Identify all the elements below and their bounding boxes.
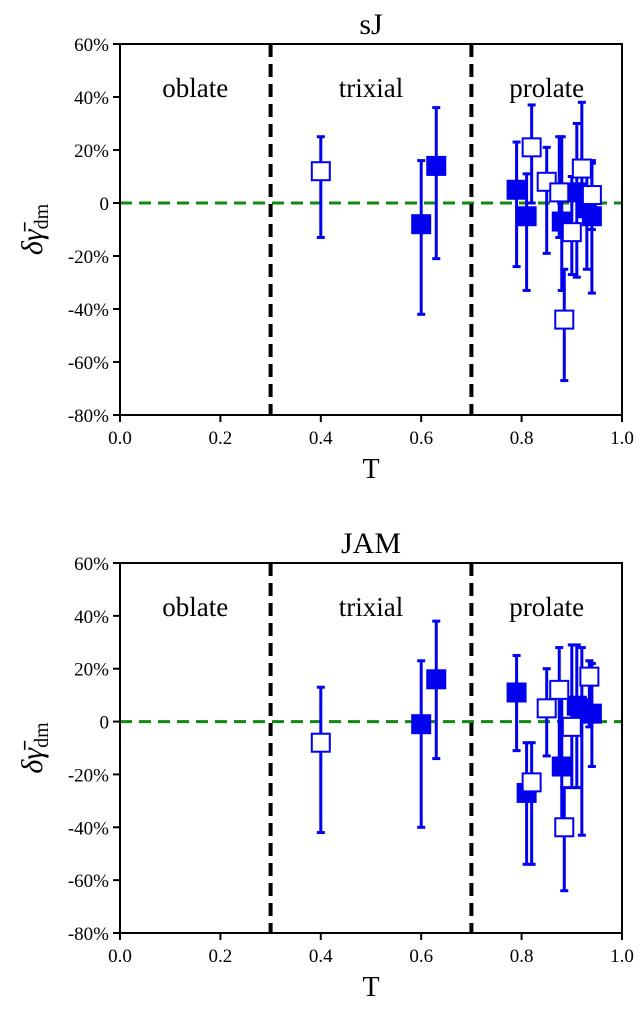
y-tick-label: -60% xyxy=(68,871,109,892)
x-tick-label: 0.2 xyxy=(209,946,233,967)
y-tick-label: -40% xyxy=(68,818,109,839)
y-tick-label: 0 xyxy=(100,194,110,215)
data-point-filled xyxy=(506,179,527,200)
x-axis-label: T xyxy=(362,454,379,485)
data-point-open xyxy=(521,137,542,158)
data-point-open xyxy=(310,732,331,753)
plot-frame xyxy=(119,562,623,934)
region-label: prolate xyxy=(509,73,584,103)
x-tick-label: 0.6 xyxy=(409,428,433,449)
plot-frame xyxy=(119,43,623,416)
x-tick-label: 1.0 xyxy=(610,428,634,449)
data-point-open xyxy=(536,698,557,719)
x-tick-label: 0.4 xyxy=(309,946,333,967)
y-axis-label: δγ̄dm xyxy=(16,722,53,774)
data-point-filled xyxy=(411,214,432,235)
region-label: trixial xyxy=(339,73,403,103)
y-tick-label: -80% xyxy=(68,924,109,945)
data-point-open xyxy=(549,182,570,203)
data-point-open xyxy=(549,679,570,700)
y-axis-label-subscript: dm xyxy=(31,722,53,748)
y-tick-label: 40% xyxy=(74,607,109,628)
x-tick-label: 1.0 xyxy=(610,946,634,967)
y-tick-label: 60% xyxy=(74,35,109,56)
data-point-open xyxy=(310,161,331,182)
y-tick-label: -60% xyxy=(68,353,109,374)
data-point-filled xyxy=(426,155,447,176)
data-point-filled xyxy=(516,206,537,227)
y-tick-label: 20% xyxy=(74,141,109,162)
data-point-open xyxy=(554,817,575,838)
panel-jam: JAM oblate trixial prolate 60% 40% 20% 0 -20% -40… xyxy=(16,527,634,1003)
data-point-filled xyxy=(506,682,527,703)
y-tick-label: -80% xyxy=(68,406,109,427)
x-tick-label: 0.0 xyxy=(108,428,132,449)
y-tick-label: -20% xyxy=(68,247,109,268)
y-axis-label: δγ̄dm xyxy=(16,203,53,255)
y-tick-label: 40% xyxy=(74,88,109,109)
panel-sj: sJ oblate trixial prolate 60% 40% 20% 0 -20% -40%… xyxy=(16,8,634,485)
data-point-open xyxy=(581,185,602,206)
data-point-open xyxy=(571,158,592,179)
region-label: trixial xyxy=(339,592,403,622)
region-label: prolate xyxy=(509,592,584,622)
y-tick-label: 0 xyxy=(100,713,110,734)
data-point-open xyxy=(561,716,582,737)
data-point-filled xyxy=(411,714,432,735)
x-tick-label: 0.2 xyxy=(209,428,233,449)
data-point-open xyxy=(561,222,582,243)
x-tick-label: 0.6 xyxy=(409,946,433,967)
y-tick-label: 20% xyxy=(74,660,109,681)
chart-title: sJ xyxy=(359,8,383,41)
y-tick-label: -40% xyxy=(68,300,109,321)
data-point-filled xyxy=(581,206,602,227)
data-point-open xyxy=(554,309,575,330)
x-tick-label: 0.0 xyxy=(108,946,132,967)
data-point-filled xyxy=(581,703,602,724)
data-point-open xyxy=(521,772,542,793)
data-point-open xyxy=(579,666,600,687)
y-tick-label: 60% xyxy=(74,554,109,575)
data-point-filled xyxy=(551,756,572,777)
chart-title: JAM xyxy=(341,527,401,560)
y-tick-label: -20% xyxy=(68,765,109,786)
x-tick-label: 0.8 xyxy=(510,428,534,449)
x-tick-label: 0.8 xyxy=(510,946,534,967)
region-label: oblate xyxy=(162,592,228,622)
data-point-filled xyxy=(426,669,447,690)
y-axis-label-subscript: dm xyxy=(31,203,53,229)
x-axis-label: T xyxy=(362,972,379,1003)
region-label: oblate xyxy=(162,73,228,103)
x-tick-label: 0.4 xyxy=(309,428,333,449)
